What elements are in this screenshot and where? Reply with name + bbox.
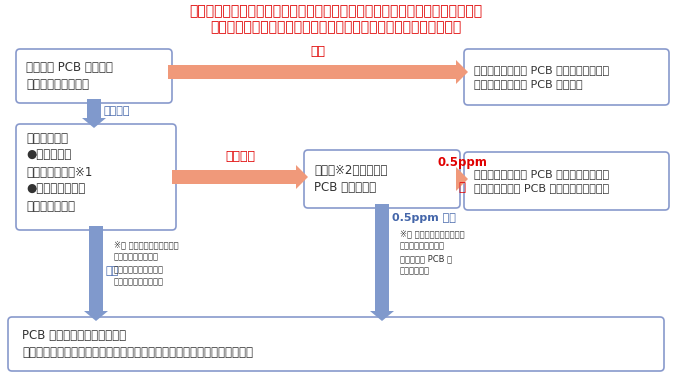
FancyBboxPatch shape — [464, 49, 669, 105]
Polygon shape — [370, 204, 394, 321]
FancyBboxPatch shape — [8, 317, 664, 371]
Polygon shape — [456, 167, 468, 191]
Text: 大変危険です。必ず電気保安技術者に依頼して確認してください。: 大変危険です。必ず電気保安技術者に依頼して確認してください。 — [211, 20, 462, 34]
Text: 該当せず: 該当せず — [104, 106, 131, 116]
FancyBboxPatch shape — [304, 150, 460, 208]
FancyBboxPatch shape — [16, 124, 176, 230]
Polygon shape — [172, 165, 308, 189]
Polygon shape — [168, 60, 468, 84]
Text: 該当: 該当 — [310, 45, 326, 58]
Polygon shape — [84, 226, 108, 321]
FancyBboxPatch shape — [16, 49, 172, 103]
Text: 該当: 該当 — [106, 266, 119, 277]
Text: 使用中：「高濃度 PCB 含有電気工作物」
廃止後：「高濃度 PCB 廃棄物」: 使用中：「高濃度 PCB 含有電気工作物」 廃止後：「高濃度 PCB 廃棄物」 — [474, 66, 609, 89]
Text: 銘板確認のため、通電中の変圧器・コンデンサーに近づくと感電の恐れがあり: 銘板確認のため、通電中の変圧器・コンデンサーに近づくと感電の恐れがあり — [189, 4, 483, 18]
Text: 製造年を確認
●変圧器類：
　平成６年以降※1
●コンデンサー：
　平成３年以降: 製造年を確認 ●変圧器類： 平成６年以降※1 ●コンデンサー： 平成３年以降 — [26, 132, 92, 213]
Text: 絶縁油※2を採取して
PCB 濃度を測定: 絶縁油※2を採取して PCB 濃度を測定 — [314, 164, 388, 194]
Text: 銘板から PCB 使用電気
機器かどうかを確認: 銘板から PCB 使用電気 機器かどうかを確認 — [26, 61, 113, 91]
Text: 使用中：「低濃度 PCB 含有電気工作物」
廃止後：「微量 PCB 汚染廃電気機器等」: 使用中：「低濃度 PCB 含有電気工作物」 廃止後：「微量 PCB 汚染廃電気機… — [474, 169, 609, 193]
Text: ※２ 変圧器類については、
製造時に充填された
絶縁油中の PCB 濃
度であること: ※２ 変圧器類については、 製造時に充填された 絶縁油中の PCB 濃 度である… — [400, 229, 464, 276]
Text: PCB は含有されていません。
引き続き使用するか、通常の産業廃棄物として適正に処分してください。: PCB は含有されていません。 引き続き使用するか、通常の産業廃棄物として適正に… — [22, 329, 253, 359]
Text: ※１ 変圧器類については、
絶縁油の入替や絶縁
油に係るメンテナンス
が行われていないこと: ※１ 変圧器類については、 絶縁油の入替や絶縁 油に係るメンテナンス が行われて… — [114, 240, 178, 287]
Text: 超: 超 — [458, 181, 466, 194]
Text: 0.5ppm 以下: 0.5ppm 以下 — [392, 213, 456, 223]
Text: 該当せず: 該当せず — [225, 150, 255, 163]
Text: 0.5ppm: 0.5ppm — [437, 156, 487, 169]
FancyBboxPatch shape — [464, 152, 669, 210]
Polygon shape — [82, 99, 106, 128]
